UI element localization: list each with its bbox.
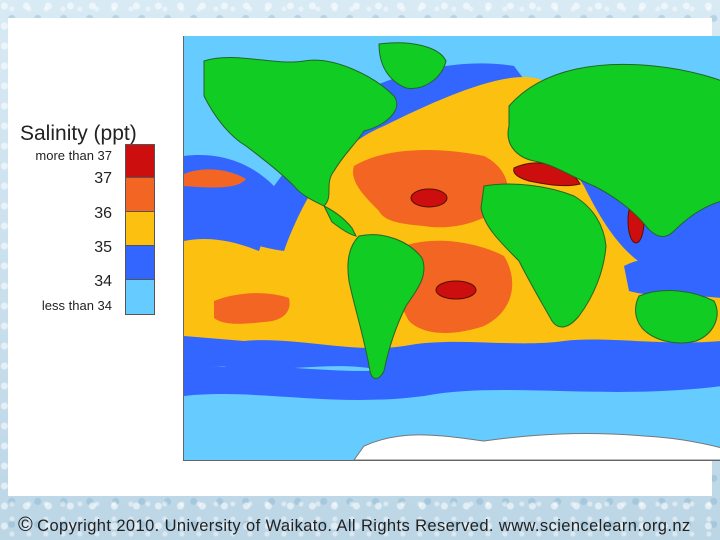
- landmass-antarctica: [353, 433, 720, 460]
- world-salinity-map: [183, 36, 720, 461]
- landmass-australia: [635, 290, 718, 344]
- salinity-band-37-south-pacific: [214, 293, 290, 324]
- copyright-symbol: ©: [18, 514, 34, 536]
- legend-label-less-than-34: less than 34: [41, 298, 112, 313]
- legend-swatch-more-than-37: [125, 144, 155, 178]
- slide: Salinity (ppt) more than 37 37 36 35 34 …: [8, 18, 720, 536]
- landmass-europe-asia: [507, 63, 720, 237]
- legend-title: Salinity (ppt): [20, 122, 137, 145]
- salinity-band-35-indian: [624, 256, 720, 298]
- landmass-south-america: [347, 234, 425, 379]
- copyright-footer: © Copyright 2010. University of Waikato. …: [18, 514, 691, 537]
- legend-swatch-35: [125, 245, 155, 280]
- copyright-text: Copyright 2010. University of Waikato. A…: [37, 517, 691, 535]
- landmass-africa: [480, 183, 607, 328]
- landmass-greenland: [378, 42, 447, 89]
- landmass-central-america: [322, 204, 357, 237]
- salinity-max-north-atlantic: [410, 188, 448, 208]
- salinity-band-35-pacific: [184, 216, 264, 251]
- salinity-band-37-pacific-north: [184, 169, 246, 188]
- legend-swatch-37: [125, 177, 155, 212]
- salinity-band-35-southern: [184, 361, 720, 400]
- legend-label-37: 37: [94, 170, 112, 187]
- legend-swatch-36: [125, 211, 155, 246]
- legend-swatch-34: [125, 279, 155, 315]
- legend-label-more-than-37: more than 37: [35, 148, 112, 163]
- legend-label-34: 34: [94, 273, 112, 290]
- salinity-max-south-atlantic: [435, 280, 477, 300]
- legend-label-35: 35: [94, 239, 112, 256]
- legend-label-36: 36: [94, 205, 112, 222]
- landmass-north-america: [203, 56, 397, 207]
